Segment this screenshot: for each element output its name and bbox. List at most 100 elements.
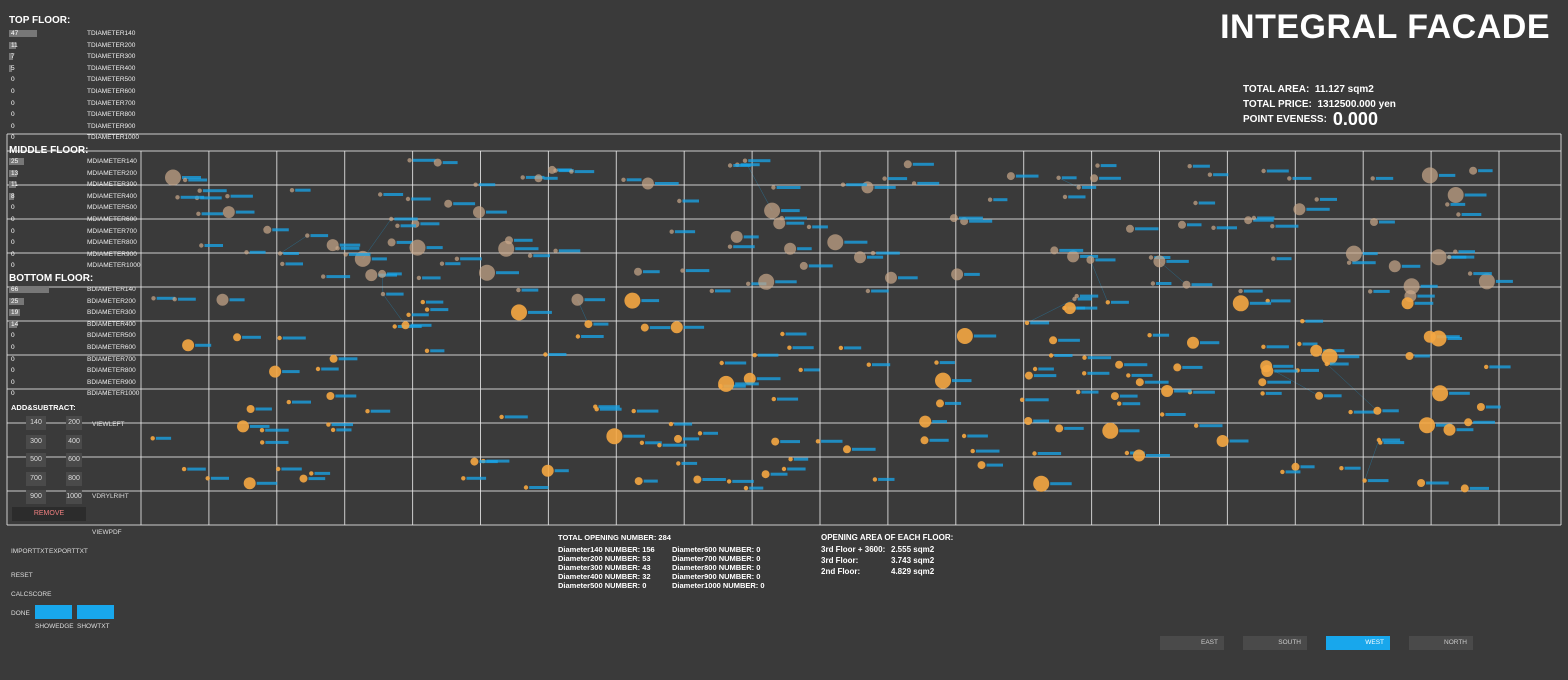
opening-point[interactable] [1339,466,1344,471]
opening-point[interactable] [670,321,683,334]
opening-point[interactable] [1260,391,1265,396]
opening-point[interactable] [280,261,285,267]
opening-point[interactable] [784,242,797,255]
opening-point[interactable] [621,177,626,182]
opening-point[interactable] [1153,255,1166,268]
opening-point[interactable] [1062,194,1068,200]
add-diameter-140-button[interactable]: 140 [26,416,46,430]
opening-point[interactable] [934,360,939,365]
opening-point[interactable] [1443,423,1456,436]
remove-button[interactable]: REMOVE [12,507,86,521]
opening-point[interactable] [277,251,283,256]
opening-point[interactable] [1368,289,1373,294]
opening-point[interactable] [949,214,958,223]
opening-point[interactable] [730,230,743,243]
opening-point[interactable] [1321,348,1338,365]
opening-point[interactable] [882,176,887,181]
opening-point[interactable] [956,328,973,344]
opening-point[interactable] [1447,254,1452,260]
add-diameter-300-button[interactable]: 300 [26,434,46,449]
direction-west-button[interactable]: WEST [1326,636,1390,650]
opening-point[interactable] [719,360,724,366]
opening-point[interactable] [1280,469,1285,475]
opening-point[interactable] [1476,403,1485,411]
opening-point[interactable] [222,206,235,219]
opening-point[interactable] [1430,330,1447,347]
opening-point[interactable] [639,440,645,445]
opening-point[interactable] [1287,176,1292,181]
opening-point[interactable] [1300,319,1305,324]
opening-point[interactable] [401,321,410,330]
opening-point[interactable] [454,256,460,261]
opening-point[interactable] [172,297,177,302]
opening-point[interactable] [787,345,792,350]
opening-point[interactable] [866,362,871,367]
opening-point[interactable] [315,366,321,372]
opening-point[interactable] [243,477,256,490]
opening-point[interactable] [365,269,378,282]
opening-point[interactable] [575,334,581,339]
opening-point[interactable] [1160,412,1165,417]
opening-point[interactable] [1261,168,1266,174]
opening-point[interactable] [433,158,442,167]
opening-point[interactable] [286,399,291,405]
opening-point[interactable] [697,431,703,436]
opening-point[interactable] [1238,288,1243,294]
opening-point[interactable] [299,474,308,483]
opening-point[interactable] [758,273,775,290]
opening-point[interactable] [606,428,623,445]
opening-point[interactable] [1297,341,1302,347]
opening-point[interactable] [1178,220,1186,229]
opening-point[interactable] [631,408,636,414]
opening-point[interactable] [951,268,964,281]
opening-point[interactable] [779,215,784,221]
opening-point[interactable] [1056,175,1061,180]
opening-point[interactable] [1076,389,1081,395]
opening-point[interactable] [1251,215,1257,221]
opening-point[interactable] [534,174,543,183]
export-txt-button[interactable]: EXPORTTXT [49,548,88,555]
opening-point[interactable] [182,339,195,352]
import-txt-button[interactable]: IMPORTTXT [11,548,49,555]
opening-point[interactable] [365,409,370,414]
opening-point[interactable] [727,244,733,249]
opening-point[interactable] [677,198,682,204]
opening-point[interactable] [936,399,944,408]
opening-point[interactable] [395,223,400,228]
opening-point[interactable] [872,477,878,482]
opening-point[interactable] [1421,167,1438,184]
opening-point[interactable] [920,436,929,445]
opening-point[interactable] [1430,249,1447,266]
opening-point[interactable] [1291,462,1300,471]
opening-point[interactable] [1173,363,1182,372]
opening-point[interactable] [1032,366,1038,372]
opening-point[interactable] [505,236,513,245]
opening-point[interactable] [781,466,787,472]
opening-point[interactable] [870,250,876,256]
opening-point[interactable] [205,476,210,481]
opening-point[interactable] [1006,172,1015,181]
opening-point[interactable] [1133,449,1145,462]
opening-point[interactable] [380,291,386,297]
opening-point[interactable] [1258,378,1267,387]
opening-point[interactable] [885,271,897,284]
opening-point[interactable] [321,274,326,279]
opening-point[interactable] [1126,224,1134,233]
opening-point[interactable] [479,264,495,281]
opening-point[interactable] [840,182,846,187]
opening-point[interactable] [392,324,397,329]
opening-point[interactable] [1067,250,1080,263]
opening-point[interactable] [244,250,249,255]
opening-point[interactable] [669,229,674,234]
opening-point[interactable] [1048,353,1054,358]
opening-point[interactable] [1378,440,1383,445]
opening-point[interactable] [1193,200,1198,206]
opening-point[interactable] [1464,418,1473,427]
opening-point[interactable] [727,163,733,168]
opening-point[interactable] [1150,281,1156,286]
view-left-button[interactable]: VIEWLEFT [92,421,125,428]
opening-point[interactable] [1445,202,1450,207]
opening-point[interactable] [225,194,230,199]
opening-point[interactable] [676,461,681,466]
